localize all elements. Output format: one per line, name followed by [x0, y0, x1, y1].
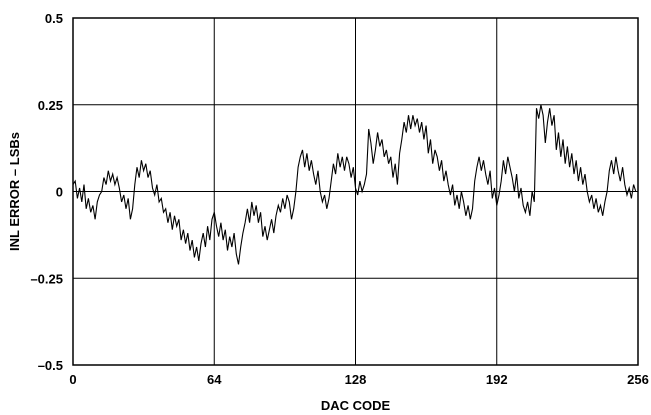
x-axis-title: DAC CODE — [321, 398, 391, 413]
y-axis-title: INL ERROR – LSBs — [7, 132, 22, 251]
x-tick-label: 128 — [345, 372, 367, 387]
x-tick-labels: 0 64 128 192 256 — [69, 372, 648, 387]
x-tick-label: 64 — [207, 372, 222, 387]
x-tick-label: 256 — [627, 372, 649, 387]
x-tick-label: 0 — [69, 372, 76, 387]
x-tick-label: 192 — [486, 372, 508, 387]
y-tick-label: 0.25 — [38, 98, 63, 113]
y-tick-label: –0.25 — [30, 271, 63, 286]
inl-error-series-line — [72, 104, 638, 265]
y-tick-label: 0 — [56, 185, 63, 200]
y-tick-label: –0.5 — [38, 358, 63, 373]
y-tick-label: 0.5 — [45, 11, 63, 26]
grid-lines — [73, 18, 638, 365]
y-tick-labels: 0.5 0.25 0 –0.25 –0.5 — [30, 11, 63, 373]
